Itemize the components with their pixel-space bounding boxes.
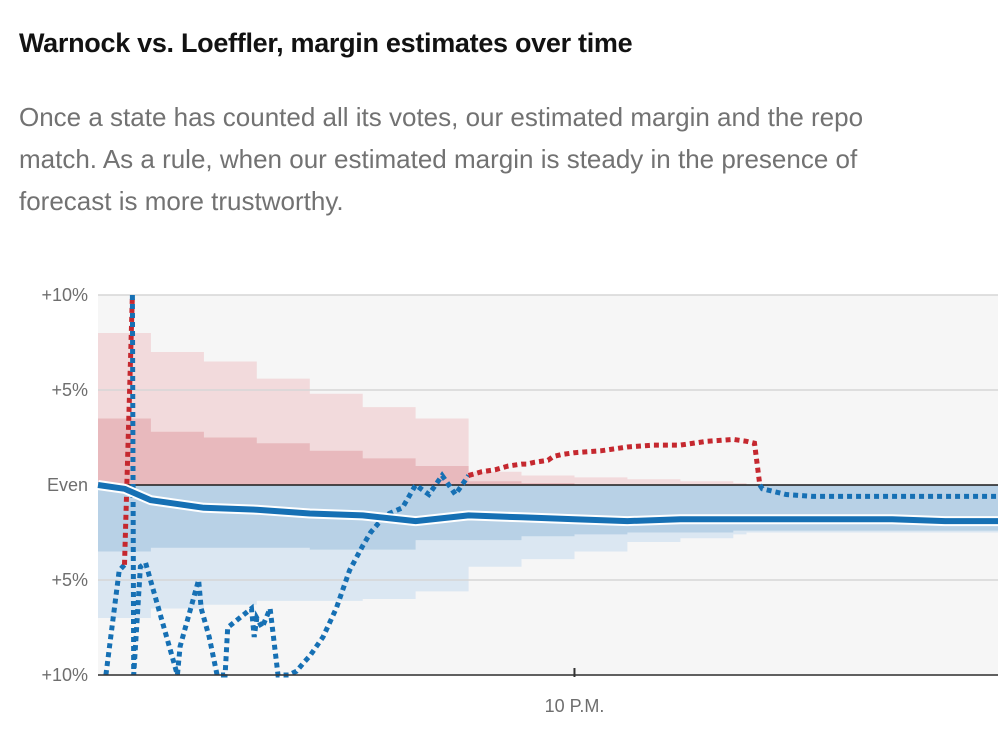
reported-margin-red-4 bbox=[467, 436, 763, 486]
y-tick-label-3: Even bbox=[47, 475, 88, 495]
y-tick-label-2: +5% bbox=[51, 380, 88, 400]
subtitle-line-1: Once a state has counted all its votes, … bbox=[19, 102, 864, 132]
y-tick-label-4: +5% bbox=[51, 570, 88, 590]
loeffler-inner-band bbox=[98, 418, 998, 485]
margin-chart: +10% +5% Even +5% +10% 10 P.M. bbox=[0, 270, 998, 748]
estimated-margin-line bbox=[97, 482, 998, 525]
axes: +10% +5% Even +5% +10% 10 P.M. bbox=[41, 285, 998, 716]
margin-chart-svg: +10% +5% Even +5% +10% 10 P.M. bbox=[41, 285, 998, 716]
chart-title: Warnock vs. Loeffler, margin estimates o… bbox=[19, 28, 633, 58]
y-tick-label-1: +10% bbox=[41, 285, 88, 305]
subtitle-line-2: match. As a rule, when our estimated mar… bbox=[19, 144, 858, 174]
y-tick-label-5: +10% bbox=[41, 665, 88, 685]
reported-margin-blue-5 bbox=[757, 483, 998, 499]
x-tick-label-1: 10 P.M. bbox=[545, 696, 605, 716]
subtitle-line-3: forecast is more trustworthy. bbox=[19, 186, 344, 216]
chart-subtitle: Once a state has counted all its votes, … bbox=[19, 96, 998, 222]
loeffler-outer-band bbox=[98, 333, 998, 485]
reported-margin-blue-1 bbox=[103, 563, 127, 676]
